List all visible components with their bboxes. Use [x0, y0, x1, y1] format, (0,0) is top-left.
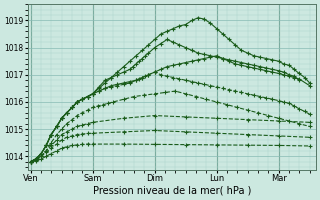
X-axis label: Pression niveau de la mer( hPa ): Pression niveau de la mer( hPa ) [92, 186, 251, 196]
